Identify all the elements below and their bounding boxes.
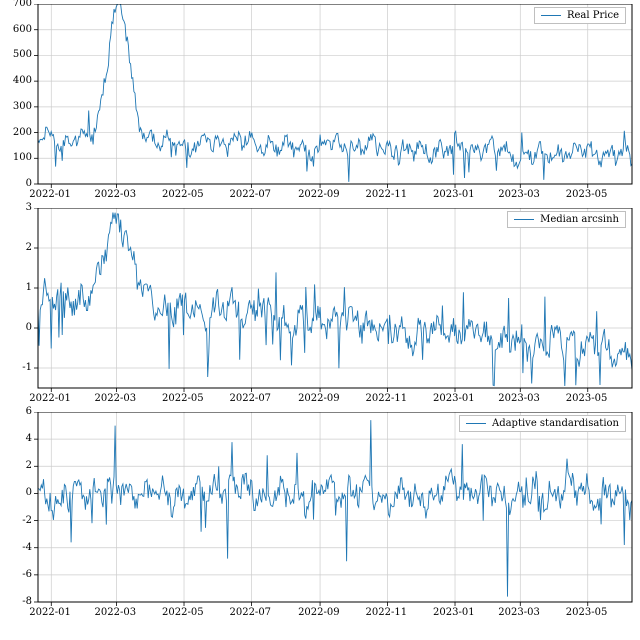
x-tick-label: 2022-05 <box>162 393 204 404</box>
legend-label: Median arcsinh <box>540 214 619 225</box>
x-tick-label: 2023-03 <box>498 189 540 200</box>
x-tick-label: 2022-03 <box>95 393 137 404</box>
y-tick-label: 300 <box>13 101 32 112</box>
x-tick-label: 2022-09 <box>298 607 340 618</box>
legend: Adaptive standardisation <box>459 415 626 432</box>
legend: Median arcsinh <box>507 211 626 228</box>
y-tick-label: 2 <box>26 460 32 471</box>
y-tick-label: 3 <box>26 202 32 213</box>
series-line <box>38 420 632 596</box>
x-tick-label: 2023-03 <box>498 607 540 618</box>
x-tick-label: 2022-11 <box>366 607 408 618</box>
y-tick-label: 500 <box>13 49 32 60</box>
panel-svg <box>0 4 640 204</box>
y-tick-label: 400 <box>13 75 32 86</box>
panel-adaptive_std: -8-6-4-202462022-012022-032022-052022-07… <box>0 412 640 622</box>
y-tick-label: -6 <box>22 569 32 580</box>
panel-svg <box>0 412 640 622</box>
legend-swatch <box>541 15 561 16</box>
x-tick-label: 2022-07 <box>229 393 271 404</box>
x-tick-label: 2023-01 <box>433 607 475 618</box>
y-tick-label: 200 <box>13 127 32 138</box>
x-tick-label: 2023-01 <box>433 189 475 200</box>
x-tick-label: 2023-01 <box>433 393 475 404</box>
legend: Real Price <box>534 7 626 24</box>
x-tick-label: 2022-09 <box>298 189 340 200</box>
x-tick-label: 2023-05 <box>566 393 608 404</box>
y-tick-label: -8 <box>22 596 32 607</box>
figure: 01002003004005006007002022-012022-032022… <box>0 0 640 640</box>
x-tick-label: 2022-11 <box>366 189 408 200</box>
y-tick-label: 0 <box>26 322 32 333</box>
y-tick-label: 6 <box>26 406 32 417</box>
x-tick-label: 2022-03 <box>95 607 137 618</box>
y-tick-label: 0 <box>26 487 32 498</box>
legend-label: Real Price <box>567 10 619 21</box>
x-tick-label: 2022-09 <box>298 393 340 404</box>
x-tick-label: 2022-11 <box>366 393 408 404</box>
legend-swatch <box>466 423 486 424</box>
y-tick-label: -2 <box>22 515 32 526</box>
panel-median_arcsinh: -101232022-012022-032022-052022-072022-0… <box>0 208 640 408</box>
x-tick-label: 2022-03 <box>95 189 137 200</box>
x-tick-label: 2023-03 <box>498 393 540 404</box>
x-tick-label: 2022-05 <box>162 607 204 618</box>
x-tick-label: 2022-07 <box>229 189 271 200</box>
y-tick-label: 600 <box>13 24 32 35</box>
x-tick-label: 2022-01 <box>29 607 71 618</box>
x-tick-label: 2022-01 <box>29 393 71 404</box>
y-tick-label: 700 <box>13 0 32 9</box>
x-tick-label: 2022-01 <box>29 189 71 200</box>
x-tick-label: 2022-05 <box>162 189 204 200</box>
x-tick-label: 2023-05 <box>566 607 608 618</box>
y-tick-label: 0 <box>26 178 32 189</box>
y-tick-label: 1 <box>26 282 32 293</box>
y-tick-label: 2 <box>26 242 32 253</box>
series-line <box>38 4 632 182</box>
panel-real_price: 01002003004005006007002022-012022-032022… <box>0 4 640 204</box>
series-line <box>38 213 632 387</box>
y-tick-label: 4 <box>26 433 32 444</box>
x-tick-label: 2023-05 <box>566 189 608 200</box>
y-tick-label: 100 <box>13 152 32 163</box>
panel-svg <box>0 208 640 408</box>
legend-swatch <box>514 219 534 220</box>
x-tick-label: 2022-07 <box>229 607 271 618</box>
legend-label: Adaptive standardisation <box>492 418 619 429</box>
y-tick-label: -4 <box>22 542 32 553</box>
y-tick-label: -1 <box>22 362 32 373</box>
